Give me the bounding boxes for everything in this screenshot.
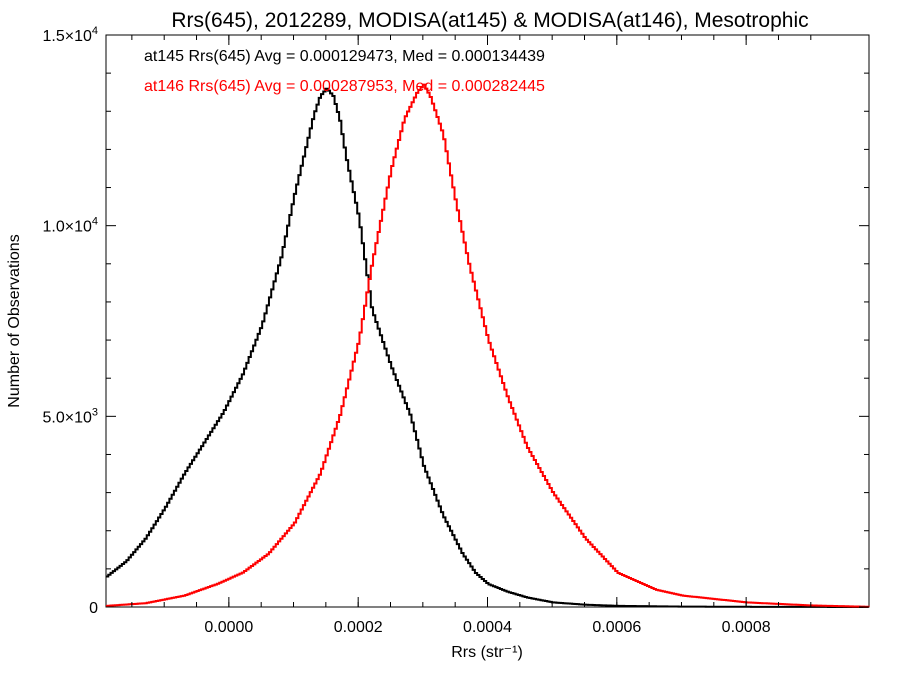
chart-title: Rrs(645), 2012289, MODISA(at145) & MODIS…: [171, 9, 808, 32]
annotation-at146: at146 Rrs(645) Avg = 0.000287953, Med = …: [144, 78, 545, 95]
y-tick-label: 5.0×103: [42, 406, 98, 426]
x-tick-label: 0.0004: [463, 619, 512, 636]
plot-frame: [105, 34, 870, 608]
y-tick-label: 1.5×104: [42, 25, 98, 45]
x-axis-label: Rrs (str⁻¹): [451, 644, 523, 661]
annotation-at145: at145 Rrs(645) Avg = 0.000129473, Med = …: [144, 48, 545, 65]
x-tick-label: 0.0000: [204, 619, 253, 636]
x-tick-label: 0.0006: [592, 619, 641, 636]
y-tick-label: 1.0×104: [42, 216, 98, 236]
series-line-1: [106, 87, 869, 608]
x-tick-label: 0.0008: [722, 619, 771, 636]
y-axis-label: Number of Observations: [6, 234, 23, 407]
series-line-2: [106, 83, 870, 608]
x-tick-label: 0.0002: [334, 619, 383, 636]
y-tick-label: 0: [89, 600, 98, 617]
